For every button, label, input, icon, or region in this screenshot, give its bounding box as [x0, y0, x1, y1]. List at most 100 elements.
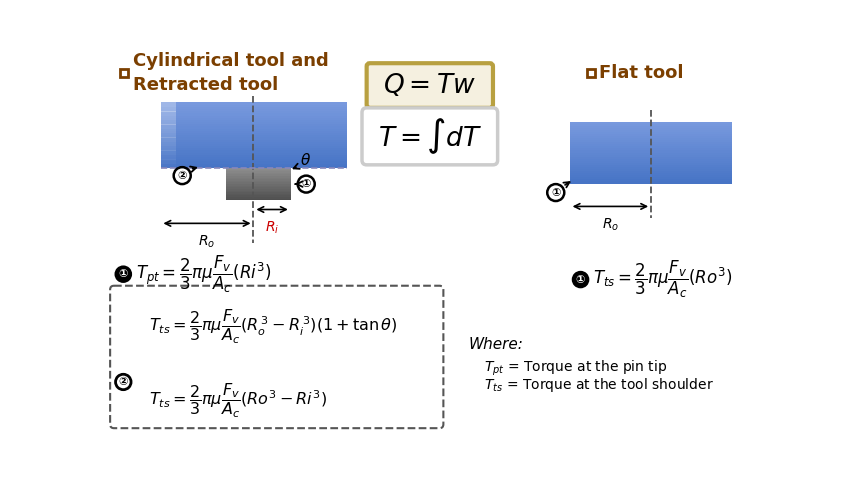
Bar: [161, 118, 347, 120]
Bar: [161, 140, 347, 142]
Text: Flat tool: Flat tool: [599, 64, 683, 82]
Bar: [161, 150, 176, 155]
Bar: [570, 181, 733, 184]
Bar: [161, 129, 347, 131]
Bar: [225, 195, 291, 197]
Bar: [570, 138, 733, 141]
Bar: [225, 197, 291, 199]
Bar: [570, 148, 733, 151]
Bar: [161, 153, 347, 155]
Text: $Q = Tw$: $Q = Tw$: [383, 72, 476, 99]
Bar: [225, 187, 291, 189]
Bar: [161, 133, 176, 138]
Bar: [570, 167, 733, 169]
FancyBboxPatch shape: [110, 286, 444, 428]
Bar: [570, 161, 733, 163]
Bar: [161, 155, 347, 157]
Bar: [225, 179, 291, 181]
Bar: [570, 122, 733, 124]
Text: $R_o$: $R_o$: [602, 216, 619, 233]
Bar: [161, 103, 176, 107]
Bar: [161, 126, 347, 129]
Bar: [570, 159, 733, 161]
Bar: [161, 155, 176, 160]
Text: $T = \int dT$: $T = \int dT$: [377, 117, 482, 156]
Bar: [570, 130, 733, 132]
Bar: [161, 111, 176, 116]
Bar: [225, 174, 291, 176]
Bar: [161, 159, 347, 162]
Bar: [225, 178, 291, 179]
Bar: [570, 150, 733, 153]
Text: $T_{ts} = \dfrac{2}{3}\pi\mu\dfrac{F_v}{A_c}(Ro^3)$: $T_{ts} = \dfrac{2}{3}\pi\mu\dfrac{F_v}{…: [593, 259, 732, 300]
Bar: [586, 69, 594, 77]
Bar: [570, 179, 733, 182]
Text: ①: ①: [119, 269, 128, 279]
Bar: [570, 171, 733, 173]
Bar: [225, 176, 291, 178]
Bar: [161, 113, 347, 116]
Bar: [161, 159, 176, 164]
Bar: [161, 137, 176, 142]
Bar: [570, 173, 733, 175]
Bar: [161, 103, 347, 105]
Bar: [161, 116, 176, 120]
Bar: [161, 137, 347, 140]
Bar: [570, 126, 733, 128]
Text: $R_o$: $R_o$: [198, 233, 216, 250]
Bar: [161, 144, 347, 146]
Bar: [570, 124, 733, 126]
Text: Where:: Where:: [469, 337, 524, 352]
Bar: [225, 181, 291, 183]
Bar: [161, 111, 347, 114]
Bar: [161, 109, 347, 112]
Bar: [225, 173, 291, 175]
Bar: [225, 194, 291, 195]
Bar: [161, 116, 347, 118]
FancyBboxPatch shape: [366, 63, 493, 108]
Bar: [225, 171, 291, 173]
Bar: [161, 135, 347, 138]
Bar: [161, 161, 347, 164]
FancyBboxPatch shape: [362, 108, 497, 165]
Bar: [570, 165, 733, 167]
Bar: [161, 163, 176, 168]
Text: $\theta$: $\theta$: [300, 152, 311, 168]
Bar: [161, 142, 176, 146]
Bar: [161, 133, 347, 136]
Bar: [570, 128, 733, 130]
Bar: [570, 146, 733, 149]
Text: $R_i$: $R_i$: [265, 219, 280, 236]
Text: $T_{pt} = \dfrac{2}{3}\pi\mu\dfrac{F_v}{A_c}(Ri^3)$: $T_{pt} = \dfrac{2}{3}\pi\mu\dfrac{F_v}{…: [136, 254, 271, 295]
Bar: [570, 144, 733, 147]
Bar: [570, 155, 733, 157]
Bar: [570, 157, 733, 159]
Bar: [570, 136, 733, 139]
Bar: [161, 148, 347, 151]
Bar: [161, 105, 347, 107]
Text: ②: ②: [178, 171, 187, 181]
Bar: [570, 163, 733, 165]
Bar: [570, 134, 733, 136]
Text: $T_{ts} = \dfrac{2}{3}\pi\mu\dfrac{F_v}{A_c}(Ro^3 - Ri^3)$: $T_{ts} = \dfrac{2}{3}\pi\mu\dfrac{F_v}{…: [149, 382, 326, 420]
Circle shape: [116, 267, 131, 282]
Bar: [570, 177, 733, 179]
Bar: [161, 142, 347, 144]
Bar: [225, 186, 291, 187]
Bar: [161, 129, 176, 133]
Text: ②: ②: [119, 377, 128, 387]
Bar: [225, 182, 291, 184]
Circle shape: [298, 176, 314, 192]
Bar: [161, 163, 347, 166]
Bar: [225, 168, 291, 170]
Circle shape: [547, 184, 564, 201]
Bar: [161, 120, 347, 122]
Bar: [570, 152, 733, 155]
Bar: [161, 124, 347, 127]
Bar: [570, 140, 733, 143]
Bar: [225, 190, 291, 192]
Bar: [161, 124, 176, 129]
Bar: [225, 198, 291, 200]
Circle shape: [573, 272, 588, 287]
Bar: [161, 107, 176, 112]
